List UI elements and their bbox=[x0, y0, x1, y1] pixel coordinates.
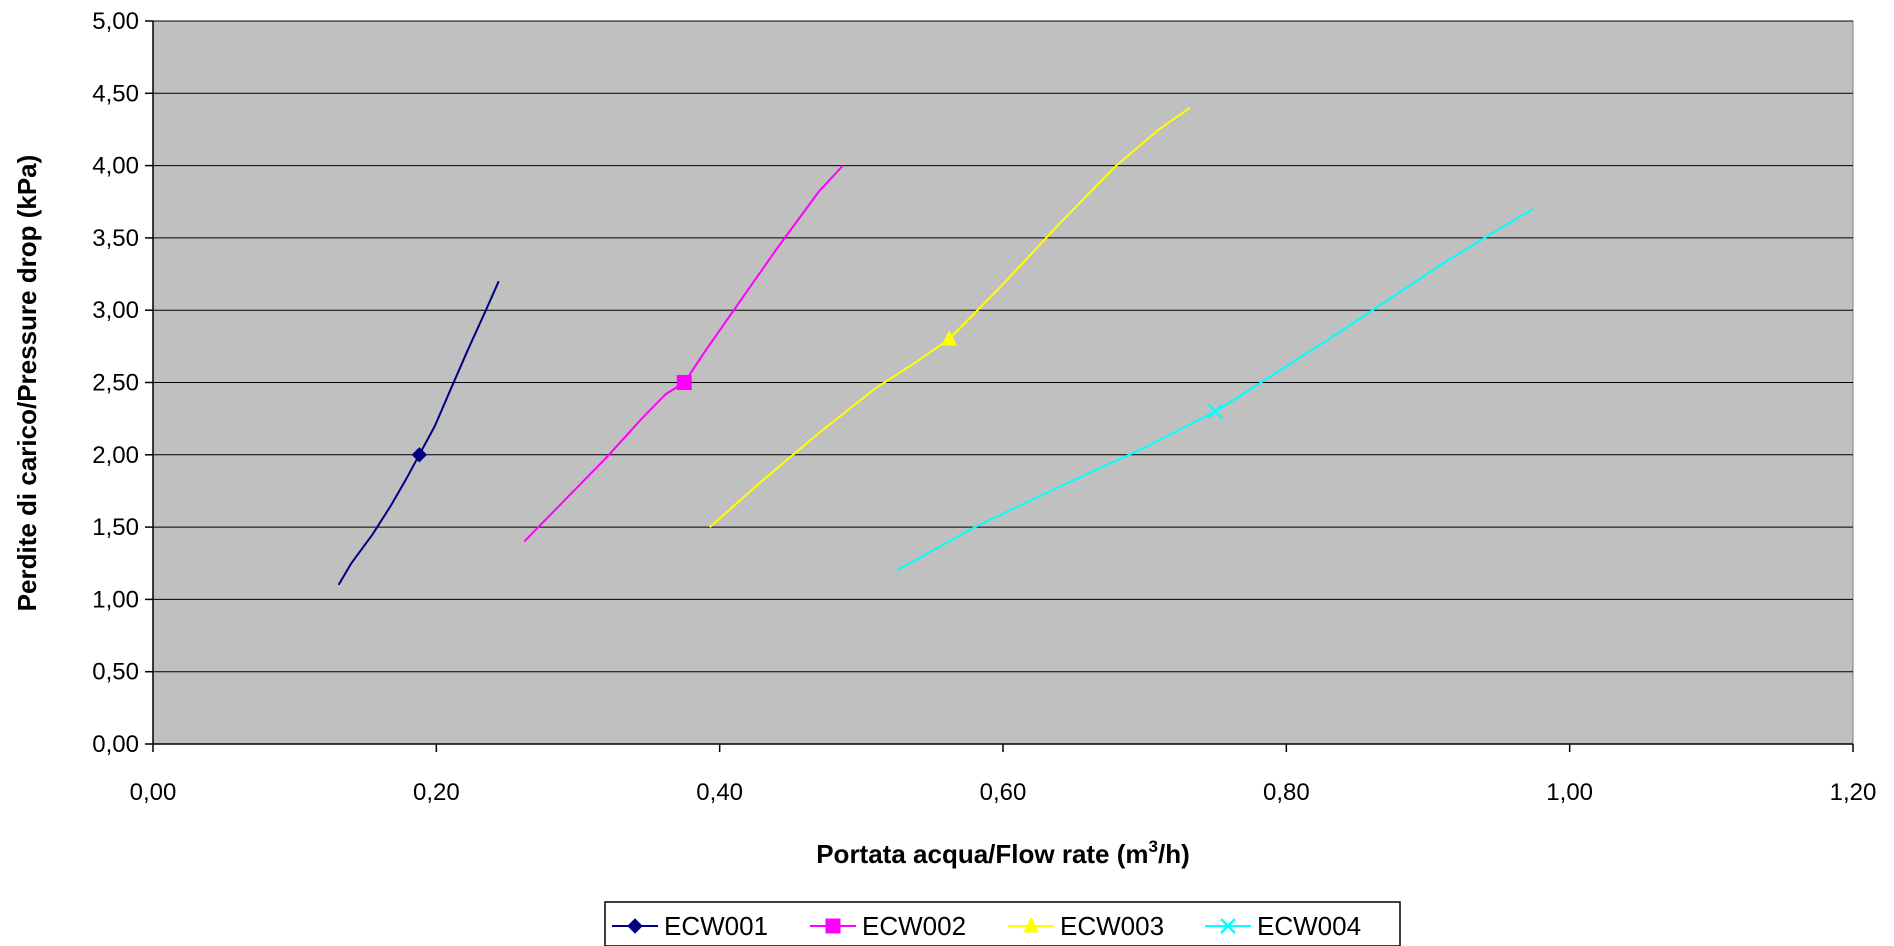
y-tick-label: 0,00 bbox=[92, 731, 139, 758]
legend-swatch-marker bbox=[1023, 916, 1039, 933]
data-point-ecw002 bbox=[676, 375, 692, 390]
y-tick-label: 2,50 bbox=[92, 370, 139, 397]
series-ecw001 bbox=[337, 280, 500, 586]
x-tick-label: 0,00 bbox=[130, 779, 177, 806]
x-axis-title-main: Portata acqua/Flow rate (m bbox=[816, 839, 1148, 869]
legend: ECW001 ECW002 ECW003 ECW004 bbox=[604, 901, 1401, 946]
legend-box bbox=[604, 901, 1401, 946]
data-point-ecw001 bbox=[411, 447, 428, 463]
x-tick-label: 0,20 bbox=[413, 779, 460, 806]
legend-swatch-marker bbox=[627, 918, 643, 934]
legend-label: ECW003 bbox=[1060, 911, 1164, 941]
legend-entry-ecw004: ECW004 bbox=[1205, 911, 1361, 941]
legend-entry-ecw002: ECW002 bbox=[810, 911, 966, 941]
y-axis-ticks: 0,00 0,50 1,00 1,50 2,00 2,50 3,00 3,50 4,00 4,50… bbox=[92, 8, 153, 758]
legend-entry-ecw003: ECW003 bbox=[1008, 911, 1164, 941]
legend-label: ECW004 bbox=[1257, 911, 1361, 941]
legend-label: ECW002 bbox=[862, 911, 966, 941]
y-tick-label: 4,00 bbox=[92, 153, 139, 180]
y-tick-label: 4,50 bbox=[92, 80, 139, 107]
x-axis-title-superscript: 3 bbox=[1149, 837, 1158, 856]
series-layer bbox=[337, 106, 1534, 586]
series-line-ecw004 bbox=[896, 208, 1534, 572]
grid-lines bbox=[153, 20, 1853, 673]
y-tick-label: 2,00 bbox=[92, 442, 139, 469]
legend-swatch-marker bbox=[825, 918, 841, 934]
y-tick-label: 1,50 bbox=[92, 514, 139, 541]
y-tick-label: 5,00 bbox=[92, 8, 139, 35]
series-ecw004 bbox=[896, 208, 1534, 572]
x-tick-label: 1,20 bbox=[1830, 779, 1877, 806]
series-ecw002 bbox=[523, 164, 844, 543]
y-tick-label: 0,50 bbox=[92, 659, 139, 686]
x-axis-title: Portata acqua/Flow rate (m3/h) bbox=[816, 837, 1190, 869]
series-ecw003 bbox=[709, 106, 1191, 528]
y-tick-label: 3,00 bbox=[92, 297, 139, 324]
y-tick-label: 1,00 bbox=[92, 586, 139, 613]
legend-swatch-marker bbox=[1220, 918, 1236, 934]
x-tick-label: 0,60 bbox=[980, 779, 1027, 806]
data-point-ecw004 bbox=[1207, 403, 1224, 420]
y-axis-title: Perdite di carico/Pressure drop (kPa) bbox=[12, 155, 42, 612]
legend-entry-ecw001: ECW001 bbox=[612, 911, 768, 941]
y-tick-label: 3,50 bbox=[92, 225, 139, 252]
x-tick-label: 1,00 bbox=[1546, 779, 1593, 806]
x-tick-label: 0,80 bbox=[1263, 779, 1310, 806]
x-axis-ticks: 0,00 0,20 0,40 0,60 0,80 1,00 1,20 bbox=[130, 744, 1877, 806]
data-point-ecw003 bbox=[941, 330, 957, 346]
x-axis-title-suffix: /h) bbox=[1158, 839, 1190, 869]
x-tick-label: 0,40 bbox=[696, 779, 743, 806]
legend-label: ECW001 bbox=[664, 911, 768, 941]
